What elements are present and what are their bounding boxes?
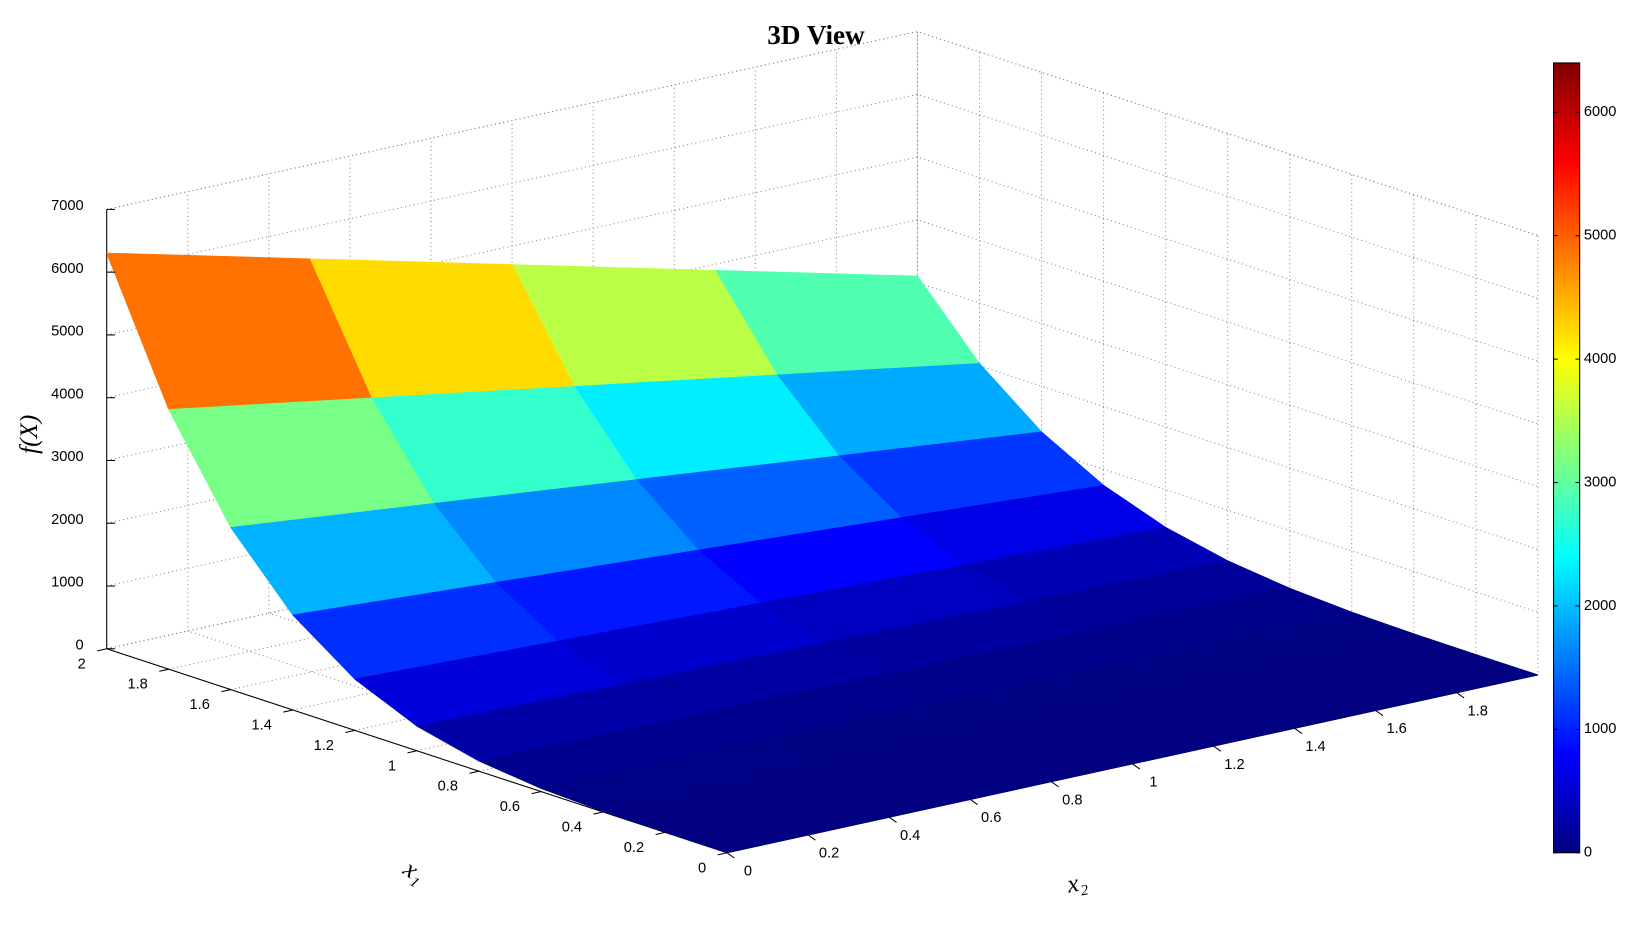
y-tick <box>1213 745 1222 752</box>
x-tick-label: 1 <box>388 758 396 774</box>
y-tick <box>1375 710 1384 717</box>
x-tick-label: 0.8 <box>438 779 458 795</box>
chart-title: 3D View <box>767 20 865 50</box>
y-tick-label: 0.8 <box>1062 792 1082 808</box>
y-tick <box>1456 692 1465 699</box>
colorbar-tick-label: 2000 <box>1584 598 1617 614</box>
x-tick-label: 0.2 <box>624 840 644 856</box>
y-tick <box>807 834 816 841</box>
grid-line <box>106 93 1539 299</box>
y-tick-label: 0.2 <box>819 846 839 862</box>
y-tick-label: 1.2 <box>1224 757 1244 773</box>
x-tick <box>593 811 604 815</box>
x-tick-label: 0.4 <box>562 820 582 836</box>
y-tick-label: 1 <box>1149 775 1157 791</box>
colorbar-tick-label: 0 <box>1584 845 1592 861</box>
z-tick-label: 3000 <box>51 449 84 465</box>
z-tick-label: 1000 <box>51 575 84 591</box>
x-tick-label: 1.4 <box>252 718 272 734</box>
y-tick <box>726 852 735 859</box>
x-tick-label: 0.6 <box>500 799 520 815</box>
x-tick-label: 2 <box>78 656 86 672</box>
x-tick <box>97 648 107 652</box>
x-tick <box>531 791 542 795</box>
z-tick-label: 2000 <box>51 512 84 528</box>
colorbar-tick-label: 3000 <box>1584 474 1617 490</box>
x-tick <box>345 729 355 733</box>
x-tick <box>159 668 169 672</box>
y-tick-label: 1.6 <box>1386 721 1406 737</box>
x-tick <box>283 709 293 713</box>
x-tick <box>717 852 728 856</box>
y-tick-label: 0 <box>744 863 752 879</box>
x-tick-label: 0 <box>698 860 706 876</box>
y-tick-label: 1.8 <box>1468 703 1488 719</box>
x-tick <box>469 770 480 774</box>
surface-patch <box>664 787 931 854</box>
y-tick <box>1294 727 1303 734</box>
z-axis-label: f(X) <box>16 415 43 454</box>
y-tick-label: 0.4 <box>900 828 920 844</box>
y-tick-label: 1.4 <box>1305 739 1325 755</box>
colorbar-tick-label: 1000 <box>1584 721 1617 737</box>
y-tick <box>970 798 978 806</box>
y-axis-label: x₂ <box>1064 868 1090 898</box>
colorbar-tick-label: 5000 <box>1584 228 1617 244</box>
y-tick-label: 0.6 <box>981 810 1001 826</box>
z-tick-label: 5000 <box>51 324 84 340</box>
x-tick-label: 1.2 <box>314 738 334 754</box>
colorbar-tick-label: 6000 <box>1584 104 1617 120</box>
z-tick-label: 4000 <box>51 386 84 402</box>
x-tick <box>655 831 666 835</box>
colorbar-tick-label: 4000 <box>1584 351 1617 367</box>
z-tick-label: 0 <box>76 638 84 654</box>
x-tick-label: 1.8 <box>127 677 147 693</box>
z-tick-label: 6000 <box>51 261 84 277</box>
x-tick <box>407 750 418 754</box>
x-tick-label: 1.6 <box>190 697 210 713</box>
y-tick <box>1051 781 1060 788</box>
colorbar <box>1553 62 1581 854</box>
y-tick <box>888 816 897 823</box>
x-tick <box>221 689 231 693</box>
grid-line <box>106 31 1539 237</box>
y-tick <box>1132 763 1141 770</box>
z-tick-label: 7000 <box>51 198 84 214</box>
